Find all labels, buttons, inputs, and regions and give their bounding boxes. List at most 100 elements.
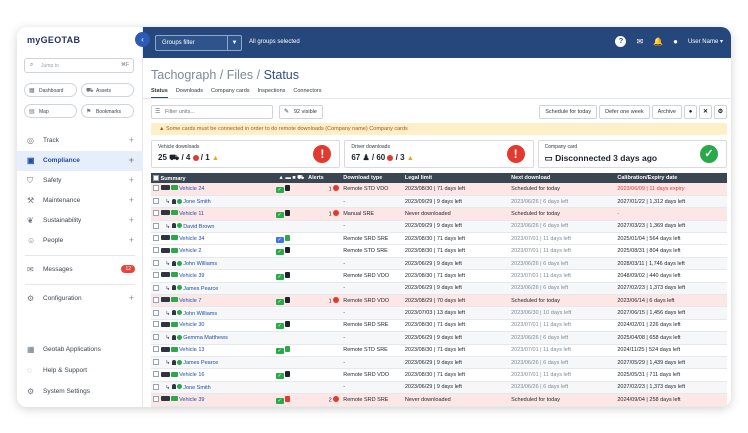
user-menu[interactable]: User Name ▾	[687, 39, 723, 45]
help-icon[interactable]: ?	[615, 36, 627, 47]
table-row[interactable]: Vehicle 24 ✓ 1 Remote STD VDO 2023/08/30 |…	[151, 183, 727, 196]
unit-name-link[interactable]: Vehicle 7	[179, 297, 202, 304]
unit-name-link[interactable]: John Williams	[183, 261, 218, 268]
expand-plus-icon[interactable]: +	[128, 235, 134, 245]
unit-name-link[interactable]: Vehicle 2	[179, 248, 202, 255]
table-row[interactable]: ↳ David Brown -2023/09/29 | 9 days left 20…	[151, 220, 727, 234]
table-row[interactable]: Vehicle 11 ✓ 1 Manual SRE Never downloaded…	[151, 207, 727, 221]
nav-configuration[interactable]: ⚙ Configuration +	[17, 289, 143, 309]
expand-plus-icon[interactable]: +	[128, 135, 134, 145]
unit-name-link[interactable]: Vehicle 39	[179, 396, 205, 403]
row-checkbox[interactable]	[153, 198, 159, 205]
close-icon[interactable]: ✕	[699, 105, 712, 119]
tab-company-cards[interactable]: Company cards	[211, 88, 250, 94]
col-summary[interactable]: Summary ▲ ▬ ■ ⛟	[151, 173, 307, 183]
tab-inspections[interactable]: Inspections	[257, 88, 286, 94]
unit-name-link[interactable]: Vehicle 39	[179, 272, 205, 279]
breadcrumb[interactable]: Tachograph / Files /	[151, 68, 264, 82]
block-icon[interactable]: ●	[684, 105, 697, 119]
quick-map-button[interactable]: ▤ Map	[24, 104, 77, 118]
unit-name-link[interactable]: Jone Smith	[183, 384, 211, 391]
expand-plus-icon[interactable]: +	[128, 215, 134, 225]
col-download-type[interactable]: Download type	[341, 173, 403, 183]
row-checkbox[interactable]	[153, 309, 159, 316]
tab-connectors[interactable]: Connectors	[293, 88, 322, 94]
nav-compliance[interactable]: ▣ Compliance +	[17, 151, 143, 171]
alert-count[interactable]: 1	[328, 211, 332, 218]
filter-units-input[interactable]: ☰ Filter units...	[151, 105, 273, 119]
unit-name-link[interactable]: James Pearce	[183, 360, 219, 367]
sidebar-collapse-button[interactable]: ‹	[135, 32, 150, 47]
unit-name-link[interactable]: James Pearce	[183, 285, 219, 292]
row-checkbox[interactable]	[153, 359, 159, 366]
unit-name-link[interactable]: Vehicle 13	[179, 347, 205, 354]
table-row[interactable]: Vehicle 7 ✓ 1 Remote SRD VDO 2023/08/29 | …	[151, 294, 727, 308]
unit-name-link[interactable]: Vehicle 34	[179, 235, 205, 242]
nav-messages[interactable]: ✉ Messages 12	[17, 260, 143, 280]
table-row[interactable]: ↳ Jone Smith -2023/06/29 | 9 days left 202…	[151, 381, 727, 395]
unit-name-link[interactable]: Vehicle 30	[179, 322, 205, 329]
defer-week-button[interactable]: Defer one week	[599, 105, 650, 119]
row-checkbox[interactable]	[153, 222, 159, 229]
groups-filter-dropdown[interactable]: Groups filter ▼	[155, 35, 242, 51]
col-alerts[interactable]: Alerts	[306, 173, 342, 183]
nav-safety[interactable]: ⛉ Safety +	[17, 171, 143, 191]
row-checkbox[interactable]	[153, 334, 159, 341]
expand-plus-icon[interactable]: +	[128, 155, 134, 165]
col-legal-limit[interactable]: Legal limit	[402, 173, 510, 183]
nav-system-settings[interactable]: ⚙ System Settings	[17, 382, 143, 403]
row-checkbox[interactable]	[153, 209, 159, 216]
quick-dashboard-button[interactable]: ▦ Dashboard	[24, 83, 77, 97]
row-checkbox[interactable]	[153, 296, 159, 303]
col-calibration[interactable]: Calibration/Expiry date	[615, 173, 727, 183]
alert-count[interactable]: 2	[328, 397, 332, 404]
expand-plus-icon[interactable]: +	[128, 175, 134, 185]
chevron-down-icon[interactable]: ▼	[227, 36, 241, 50]
unit-name-link[interactable]: Gemma Matthews	[183, 335, 228, 342]
mail-icon[interactable]: ✉	[636, 37, 644, 46]
row-checkbox[interactable]	[153, 260, 159, 267]
alert-count[interactable]: 1	[328, 298, 332, 305]
unit-name-link[interactable]: Vehicle 24	[179, 185, 205, 192]
select-all-checkbox[interactable]	[153, 174, 159, 181]
nav-sustainability[interactable]: ❦ Sustainability +	[17, 211, 143, 231]
row-checkbox[interactable]	[153, 184, 159, 191]
col-next-download[interactable]: Next download	[509, 173, 616, 183]
table-row[interactable]: Vehicle 13 ✓ Remote STD SRE 2023/08/30 | 7…	[151, 344, 727, 357]
unit-name-link[interactable]: Vehicle 16	[179, 372, 205, 379]
table-row[interactable]: Vehicle 16 ✓ Remote SRD VDO 2023/08/30 | 7…	[151, 368, 727, 382]
schedule-today-button[interactable]: Schedule for today	[539, 105, 598, 119]
company-card-card[interactable]: Company card ▭ Disconnected 3 days ago ✓	[537, 140, 727, 168]
table-row[interactable]: ↳ James Pearce -2023/06/29 | 9 days left 2…	[151, 282, 727, 296]
row-checkbox[interactable]	[153, 271, 159, 278]
nav-track[interactable]: ◎ Track +	[17, 131, 143, 151]
nav-maintenance[interactable]: ⚒ Maintenance +	[17, 191, 143, 211]
nav-help-support[interactable]: ◌ Help & Support	[17, 361, 143, 382]
table-row[interactable]: Vehicle 34 ✓ Remote SRD SRE 2023/08/30 | 7…	[151, 232, 727, 246]
table-row[interactable]: Vehicle 39 ✓ 2 Remote SRD SRE Never downlo…	[151, 393, 727, 407]
table-row[interactable]: ↳ James Pearce -2023/06/29 | 9 days left 2…	[151, 356, 727, 370]
alert-count[interactable]: 1	[328, 186, 332, 193]
vehicle-downloads-card[interactable]: Vehicle downloads 25 ⛟ / 4 / 1 ▲ !	[151, 140, 341, 168]
nav-geotab-applications[interactable]: ▦ Geotab Applications	[17, 340, 143, 361]
tab-downloads[interactable]: Downloads	[175, 88, 204, 94]
row-checkbox[interactable]	[153, 346, 159, 353]
table-row[interactable]: ↳ John Williams -2023/07/03 | 13 days lef…	[151, 306, 727, 320]
unit-name-link[interactable]: Jone Smith	[183, 199, 211, 206]
row-checkbox[interactable]	[153, 284, 159, 291]
row-checkbox[interactable]	[153, 395, 159, 402]
gear-icon[interactable]: ⚙	[714, 105, 727, 119]
table-row[interactable]: Vehicle 39 ✓ Remote SRD VDO 2023/08/30 | 7…	[151, 269, 727, 283]
table-row[interactable]: ↳ Jone Smith -2023/09/29 | 9 days left 202…	[151, 195, 727, 209]
archive-button[interactable]: Archive	[651, 105, 682, 119]
expand-plus-icon[interactable]: +	[128, 293, 134, 303]
jump-to-search[interactable]: ⌕ Jump to ⌘F	[24, 58, 134, 73]
bell-icon[interactable]: 🔔	[653, 37, 664, 46]
driver-downloads-card[interactable]: Driver downloads 67 ♟ / 60 / 3 ▲ !	[344, 140, 534, 168]
row-checkbox[interactable]	[153, 371, 159, 378]
expand-plus-icon[interactable]: +	[128, 195, 134, 205]
row-checkbox[interactable]	[153, 247, 159, 254]
user-icon[interactable]: ●	[673, 37, 678, 46]
table-row[interactable]: Vehicle 2 ✓ Remote STD SRE 2023/08/30 | 71…	[151, 244, 727, 258]
row-checkbox[interactable]	[153, 321, 159, 328]
